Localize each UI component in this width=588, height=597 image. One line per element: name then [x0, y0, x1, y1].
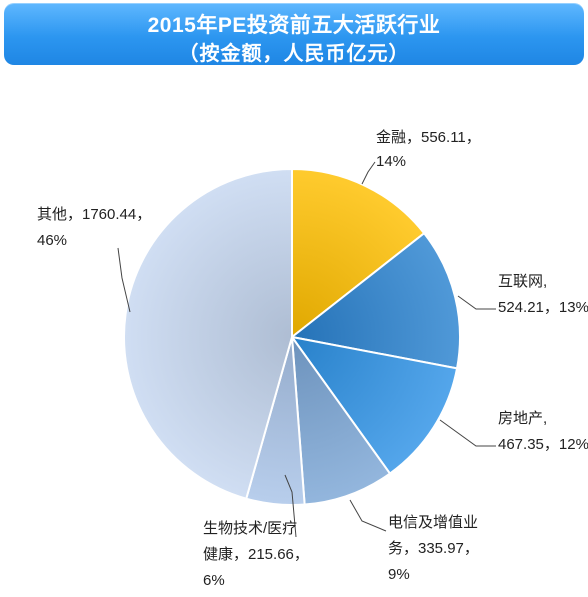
leader-line-2	[439, 419, 496, 447]
leader-line-3	[349, 499, 387, 532]
data-labels: 金融，556.11， 14% 互联网, 524.21，13% 房地产, 467.35，12…	[37, 129, 588, 589]
pie-slices	[123, 167, 461, 506]
pie-slice-1	[289, 231, 461, 370]
chart-title-banner: 2015年PE投资前五大活跃行业 （按金额，人民币亿元）	[4, 3, 584, 65]
data-label-2: 房地产, 467.35，12%	[498, 410, 588, 453]
leader-lines	[117, 161, 496, 538]
leader-line-0	[361, 161, 376, 185]
chart-title: 2015年PE投资前五大活跃行业	[147, 14, 441, 37]
data-label-1: 互联网, 524.21，13%	[498, 273, 588, 316]
data-label-4: 生物技术/医疗健康，215.66， 6%	[203, 520, 309, 589]
chart-subtitle: （按金额，人民币亿元）	[178, 43, 410, 65]
pie-slice-3	[290, 333, 392, 506]
pie-slice-0	[291, 167, 426, 340]
data-label-3: 电信及增值业务，335.97， 9%	[388, 514, 479, 583]
leader-line-4	[284, 474, 297, 538]
data-label-5: 其他，1760.44， 46%	[37, 206, 151, 249]
pie-slice-2	[289, 335, 459, 475]
data-label-0: 金融，556.11， 14%	[376, 129, 481, 170]
leader-line-5	[117, 247, 131, 313]
leader-line-1	[457, 295, 496, 310]
pie-slice-5	[123, 167, 293, 500]
